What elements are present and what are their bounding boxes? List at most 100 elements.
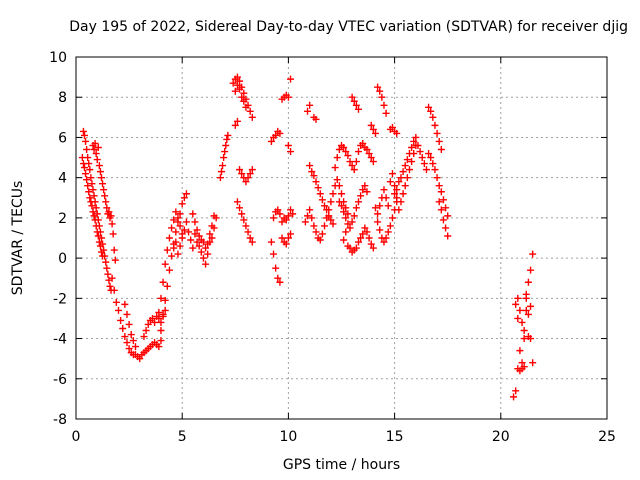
- data-point: [191, 230, 199, 238]
- data-point: [229, 79, 237, 87]
- data-point: [348, 218, 356, 226]
- data-point: [338, 190, 345, 198]
- data-point: [144, 320, 152, 328]
- data-point: [344, 152, 352, 160]
- data-point: [354, 148, 362, 156]
- data-point: [111, 256, 119, 264]
- data-point: [414, 141, 422, 149]
- data-point: [522, 290, 530, 298]
- data-point: [342, 204, 350, 212]
- data-point: [87, 198, 95, 206]
- data-point: [429, 113, 437, 121]
- data-point: [176, 242, 184, 250]
- data-point: [321, 202, 329, 210]
- data-point: [524, 310, 532, 318]
- data-point: [435, 182, 443, 190]
- data-point: [282, 216, 290, 224]
- data-point: [327, 198, 335, 206]
- data-point: [108, 220, 116, 228]
- data-point: [524, 278, 532, 286]
- data-point: [382, 109, 390, 117]
- series-nine-hour-mid: [270, 206, 295, 248]
- data-point: [282, 240, 290, 248]
- data-point: [338, 202, 345, 210]
- data-point: [248, 238, 256, 246]
- data-point: [148, 314, 156, 322]
- data-point: [352, 158, 360, 166]
- data-point: [104, 270, 112, 278]
- data-point: [91, 216, 99, 224]
- data-point: [388, 214, 396, 222]
- data-point: [408, 158, 416, 166]
- data-point: [206, 238, 214, 246]
- data-point: [408, 144, 416, 151]
- data-point: [365, 150, 373, 158]
- data-point: [157, 327, 165, 335]
- data-point: [240, 216, 248, 224]
- series-early-cluster: [89, 139, 119, 264]
- data-point: [82, 170, 90, 178]
- data-point: [182, 218, 190, 226]
- series-rise-a: [157, 190, 190, 335]
- data-point: [92, 222, 100, 230]
- data-point: [79, 160, 87, 168]
- data-point: [151, 318, 159, 326]
- data-point: [157, 337, 165, 345]
- data-point: [242, 103, 250, 111]
- data-point: [92, 204, 100, 212]
- data-point: [267, 137, 275, 145]
- data-point: [316, 190, 324, 198]
- data-point: [114, 306, 122, 314]
- data-point: [155, 343, 163, 351]
- data-point: [92, 150, 100, 158]
- data-point: [123, 310, 131, 318]
- data-point: [94, 144, 102, 151]
- data-point: [306, 206, 314, 214]
- data-point: [202, 260, 210, 268]
- data-point: [195, 232, 203, 240]
- data-point: [236, 85, 244, 93]
- data-point: [529, 359, 537, 367]
- series-twenty-one-hour-b: [512, 294, 535, 341]
- data-point: [110, 286, 118, 294]
- series-ten-hour-upper: [284, 101, 320, 156]
- data-point: [125, 345, 133, 353]
- data-point: [103, 264, 111, 272]
- data-point: [80, 131, 88, 139]
- data-point: [180, 194, 188, 202]
- data-point: [199, 238, 207, 246]
- data-point: [90, 192, 98, 200]
- data-point: [246, 107, 254, 115]
- data-point: [79, 127, 87, 135]
- data-point: [96, 168, 104, 176]
- data-point: [352, 244, 360, 252]
- data-point: [278, 218, 286, 226]
- data-point: [340, 144, 348, 151]
- data-point: [380, 238, 388, 246]
- data-point: [168, 224, 176, 232]
- data-point: [157, 294, 165, 302]
- data-point: [274, 274, 282, 282]
- data-point: [422, 166, 430, 174]
- data-point: [359, 230, 367, 238]
- data-point: [527, 266, 535, 274]
- data-point: [425, 103, 433, 111]
- data-point: [189, 244, 197, 252]
- data-point: [240, 89, 248, 97]
- data-point: [361, 224, 369, 232]
- grid-lines: [76, 57, 607, 419]
- series-nine-hour-upper: [267, 75, 295, 145]
- data-point: [236, 204, 244, 212]
- data-point: [403, 174, 411, 182]
- data-point: [219, 162, 227, 170]
- series-twenty-one-hour-a: [510, 250, 537, 401]
- data-point: [416, 148, 424, 156]
- series-early-descent-b: [78, 154, 107, 260]
- data-point: [289, 210, 297, 218]
- data-point: [97, 174, 105, 182]
- data-point: [403, 156, 411, 164]
- data-point: [216, 174, 224, 182]
- data-point: [437, 206, 445, 214]
- data-point: [318, 196, 326, 204]
- data-point: [238, 210, 246, 218]
